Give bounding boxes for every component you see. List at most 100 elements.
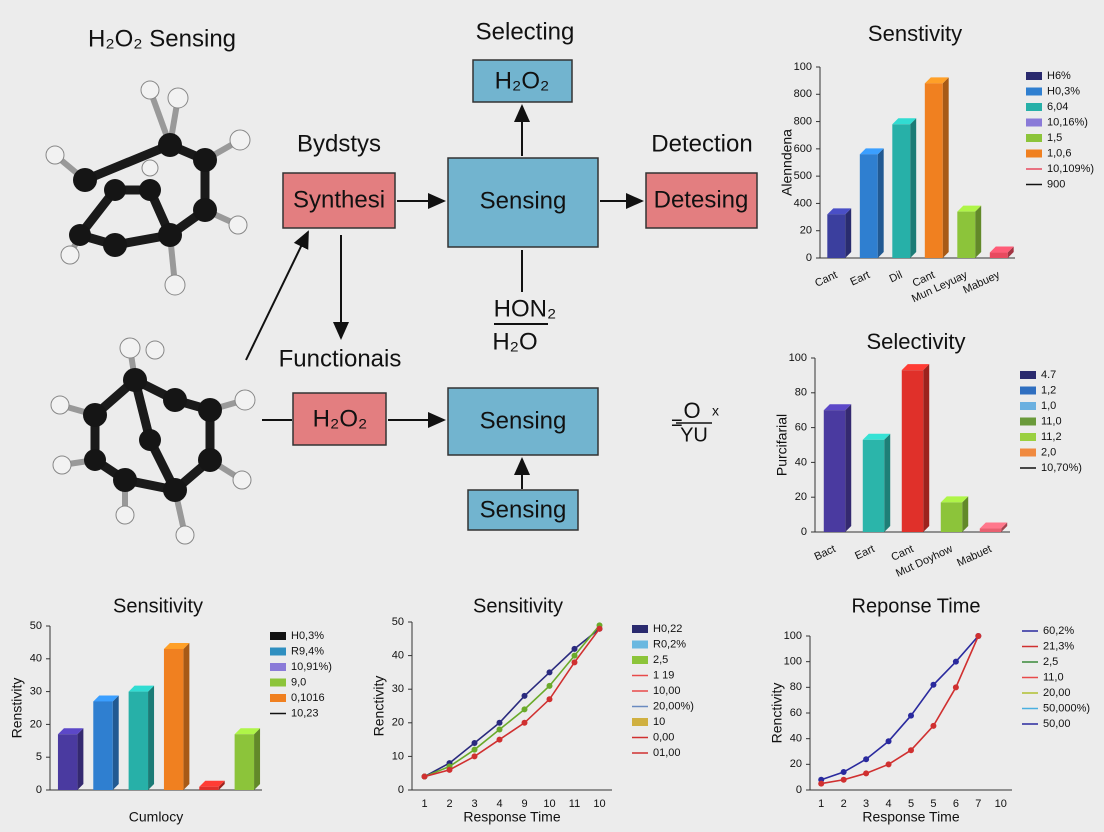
legend-swatch (1026, 149, 1042, 158)
box-label: Detesing (654, 186, 749, 213)
bar-side (845, 404, 852, 532)
line (424, 628, 601, 778)
bar (957, 211, 976, 258)
x-tick-label: Cant (813, 269, 839, 290)
y-tick-label: 0 (801, 526, 807, 538)
bar (989, 252, 1008, 258)
legend-label: 0,1016 (291, 692, 325, 704)
box (292, 392, 387, 446)
label: Bydstys (297, 130, 381, 157)
y-tick-label: 80 (795, 387, 807, 399)
bar-top (128, 685, 155, 692)
y-axis-label: Renctivity (371, 676, 387, 737)
bar (827, 214, 846, 258)
x-tick-label: Eart (848, 269, 871, 288)
box (447, 387, 599, 456)
bar-side (942, 77, 949, 258)
y-tick-label: 600 (794, 143, 812, 155)
box-label: Sensing (480, 407, 567, 434)
legend-label: 10,91%) (291, 661, 332, 673)
line (820, 635, 979, 781)
legend-label: 10 (653, 716, 665, 728)
line (424, 628, 601, 778)
molecule-bottom (50, 337, 256, 545)
legend-label: 9,0 (291, 676, 306, 688)
legend-swatch (270, 632, 286, 640)
flow: Selecting H₂O₂ Bydstys Synthesi Sensing … (245, 18, 758, 531)
bar-side (910, 118, 917, 258)
label: Functionais (279, 345, 402, 372)
x-tick-label: 11 (569, 798, 580, 810)
bar (199, 786, 219, 790)
bar-top (93, 695, 119, 702)
box-label: Synthesi (293, 186, 385, 213)
chart-title: Reponse Time (852, 595, 981, 617)
y-tick-label: 500 (794, 170, 812, 182)
bar-side (77, 728, 84, 790)
bar-side (877, 148, 884, 258)
legend-label: 10,70%) (1041, 462, 1082, 474)
y-tick-label: 20 (790, 758, 802, 770)
bar-top (827, 208, 852, 215)
x-axis-label: Cumlocy (129, 809, 183, 825)
bar-side (845, 208, 852, 258)
x-tick-label: 3 (863, 798, 869, 810)
legend-swatch (632, 625, 648, 633)
legend-label: 2,5 (653, 654, 668, 666)
equation-right: x (712, 403, 719, 419)
x-tick-label: Eart (853, 543, 876, 562)
bar (979, 528, 1002, 532)
legend-label: 10,23 (291, 707, 319, 719)
legend-label: 1,0 (1041, 400, 1056, 412)
y-axis-label: Renctivity (769, 683, 785, 744)
x-tick-label: 1 (818, 798, 824, 810)
x-tick-label: Dil (888, 269, 905, 285)
y-tick-label: 100 (789, 352, 807, 364)
legend-label: H6% (1047, 70, 1071, 82)
legend-label: 0,00 (653, 731, 674, 743)
box-label: H₂O₂ (313, 405, 368, 432)
chart-title: Senstivity (868, 21, 962, 46)
x-tick-label: 2 (446, 798, 452, 810)
y-tick-label: 20 (30, 718, 42, 730)
legend-swatch (1020, 402, 1036, 410)
legend-label: H0,3% (1047, 85, 1080, 97)
legend-swatch (1026, 134, 1042, 142)
legend-label: 21,3% (1043, 640, 1074, 652)
y-tick-label: 400 (794, 197, 812, 209)
legend-swatch (1020, 386, 1036, 395)
y-tick-label: 40 (392, 650, 404, 662)
bar-side (884, 433, 891, 532)
legend-swatch (270, 678, 286, 687)
legend-swatch (270, 663, 286, 671)
line (821, 635, 980, 785)
bar-top (989, 246, 1014, 253)
legend-label: 20,00 (1043, 687, 1071, 699)
y-tick-label: 40 (790, 733, 802, 745)
bar-top (234, 728, 261, 735)
equation-bottom: YU (680, 424, 708, 446)
equation-top: O (683, 398, 700, 423)
molecule-top (45, 80, 251, 296)
legend-label: 50,000%) (1043, 702, 1090, 714)
x-tick-label: Mabuet (955, 543, 993, 569)
x-tick-label: 9 (521, 798, 527, 810)
legend-swatch (632, 656, 648, 664)
bar-top (979, 522, 1008, 529)
y-tick-label: 60 (790, 707, 802, 719)
y-tick-label: 0 (398, 784, 404, 796)
bar (940, 502, 963, 532)
y-tick-label: 800 (794, 88, 812, 100)
chart-title: Selectivity (866, 329, 965, 354)
legend-label: 11,2 (1041, 431, 1062, 443)
bar (862, 439, 885, 532)
bar-top (892, 118, 917, 125)
y-tick-label: 0 (796, 784, 802, 796)
bar (859, 154, 878, 258)
legend-label: 10,16%) (1047, 116, 1088, 128)
legend-label: 50,00 (1043, 718, 1071, 730)
x-tick-label: 7 (975, 798, 981, 810)
x-tick-label: 5 (930, 798, 936, 810)
legend-label: R0,2% (653, 638, 686, 650)
